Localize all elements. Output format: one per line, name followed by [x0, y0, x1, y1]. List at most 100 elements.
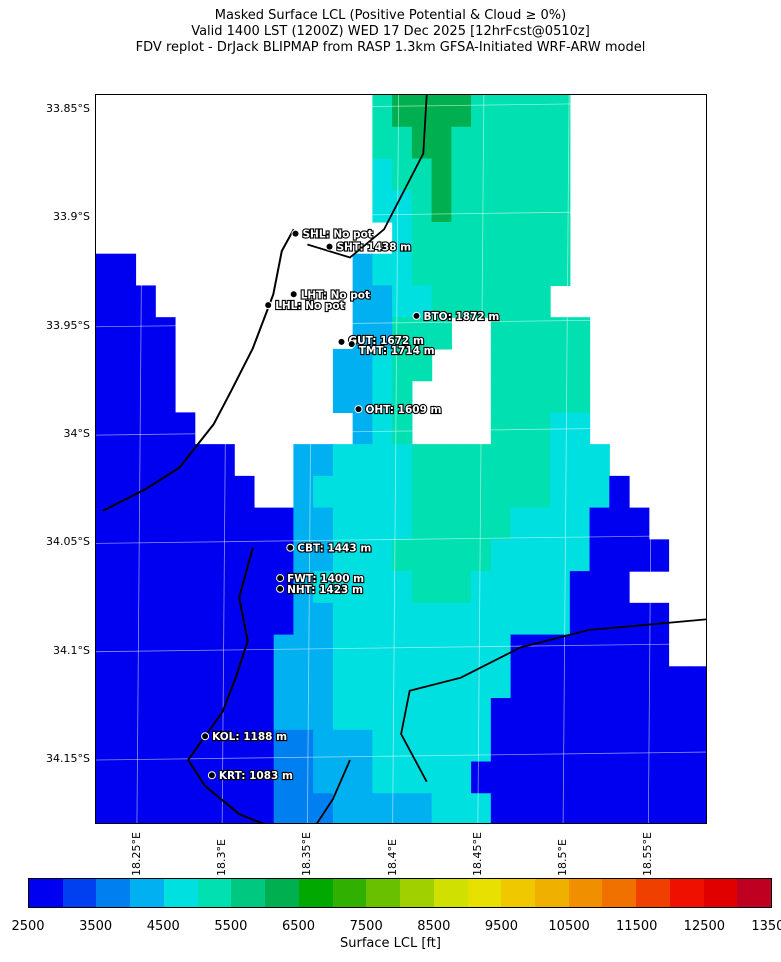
lcl-cell: [490, 444, 512, 477]
lcl-cell: [431, 317, 452, 350]
lcl-cell: [372, 666, 393, 699]
lcl-cell: [609, 793, 630, 823]
station-fwt-marker: [276, 574, 285, 583]
lcl-cell: [550, 412, 571, 445]
lcl-cell: [550, 507, 571, 540]
lcl-cell: [372, 253, 393, 287]
station-gut-marker: [337, 337, 346, 346]
lcl-cell: [550, 666, 571, 699]
lcl-cell: [530, 634, 551, 667]
lcl-cell: [313, 793, 334, 823]
lcl-cell: [510, 507, 531, 540]
lcl-cell: [510, 285, 531, 318]
longitude-tick-label: 18.4°E: [385, 839, 399, 876]
lcl-cell: [352, 253, 373, 287]
station-tmt-marker: [347, 340, 356, 349]
lcl-cell: [589, 634, 610, 667]
lcl-cell: [490, 761, 512, 794]
lcl-cell: [569, 348, 591, 382]
colorbar-swatch: [400, 879, 434, 907]
lcl-cell: [490, 729, 512, 763]
lcl-cell: [332, 698, 354, 731]
lcl-cell: [431, 221, 452, 255]
lcl-cell: [253, 793, 275, 823]
lcl-cell: [510, 253, 531, 287]
lcl-cell: [135, 444, 156, 477]
lcl-cell: [471, 793, 492, 823]
station-cbt-label: CBT: 1443 m: [297, 543, 371, 555]
lcl-cell: [471, 729, 492, 763]
colorbar-tick-label: 10500: [548, 919, 590, 934]
lcl-cell: [96, 539, 117, 572]
lcl-cell: [550, 348, 571, 382]
lcl-cell: [510, 761, 531, 794]
lcl-cell: [530, 317, 551, 350]
lcl-cell: [609, 666, 630, 699]
lcl-cell: [253, 539, 275, 572]
lcl-cell: [530, 221, 551, 255]
lcl-cell: [293, 475, 314, 509]
lcl-cell: [569, 380, 591, 413]
lcl-cell: [372, 317, 393, 350]
station-gut-label: GUT: 1672 m: [349, 335, 424, 347]
lcl-cell: [313, 634, 334, 667]
lcl-cell: [392, 634, 413, 667]
lcl-cell: [372, 507, 393, 540]
lcl-cell: [530, 475, 551, 509]
station-bto-marker: [412, 311, 421, 320]
latitude-tick-label: 33.85°S: [46, 102, 90, 116]
lcl-cell: [411, 602, 433, 636]
lcl-cell: [293, 571, 314, 604]
lcl-cell: [96, 602, 117, 636]
lcl-cell: [135, 571, 156, 604]
lcl-cell: [550, 380, 571, 413]
lcl-cell: [313, 507, 334, 540]
station-cbt-marker: [286, 543, 295, 552]
colorbar-tick-label: 5500: [214, 919, 248, 934]
lcl-cell: [96, 634, 117, 667]
lcl-cell: [253, 602, 275, 636]
lcl-cell: [313, 539, 334, 572]
lcl-cell: [155, 475, 176, 509]
lcl-cell: [510, 729, 531, 763]
lcl-cell: [372, 95, 393, 128]
lcl-cell: [510, 475, 531, 509]
station-tmt-label: TMT: 1714 m: [359, 345, 435, 357]
lcl-cell: [530, 444, 551, 477]
lcl-cell: [589, 444, 610, 477]
lcl-cell: [135, 793, 156, 823]
lcl-cell: [550, 95, 571, 128]
lcl-cell: [392, 666, 413, 699]
lcl-cell: [332, 602, 354, 636]
lcl-cell: [352, 285, 373, 318]
lcl-cell: [372, 571, 393, 604]
lcl-cell: [550, 190, 571, 223]
lcl-cell: [550, 539, 571, 572]
lcl-cell: [431, 698, 452, 731]
colorbar-swatch: [433, 879, 468, 907]
lcl-cell: [510, 539, 531, 572]
colorbar-tick-label: 13500: [751, 919, 781, 934]
lcl-cell: [569, 698, 591, 731]
lcl-cell: [550, 761, 571, 794]
lcl-cell: [510, 634, 531, 667]
lcl-cell: [352, 698, 373, 731]
lcl-cell: [629, 761, 650, 794]
lcl-cell: [273, 666, 295, 699]
lcl-cell: [174, 666, 196, 699]
lcl-cell: [629, 698, 650, 731]
lcl-cell: [569, 634, 591, 667]
lcl-cell: [352, 634, 373, 667]
title-line-3: FDV replot - DrJack BLIPMAP from RASP 1.…: [135, 40, 646, 55]
lcl-cell: [135, 666, 156, 699]
lcl-cell: [214, 571, 235, 604]
lcl-cell: [451, 761, 472, 794]
lcl-cell: [313, 698, 334, 731]
lcl-cell: [372, 539, 393, 572]
lcl-cell: [135, 729, 156, 763]
lcl-cell: [648, 602, 670, 636]
longitude-tick-label: 18.45°E: [470, 832, 484, 876]
lcl-cell: [490, 698, 512, 731]
lcl-cell: [115, 507, 137, 540]
station-sht-marker: [325, 242, 334, 251]
